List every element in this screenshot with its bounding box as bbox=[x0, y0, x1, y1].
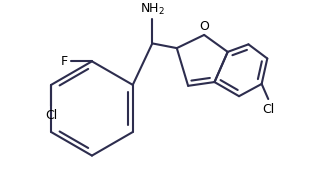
Text: Cl: Cl bbox=[45, 109, 57, 122]
Text: O: O bbox=[199, 20, 209, 33]
Text: NH$_2$: NH$_2$ bbox=[140, 2, 165, 17]
Text: F: F bbox=[60, 55, 68, 68]
Text: Cl: Cl bbox=[262, 103, 274, 116]
